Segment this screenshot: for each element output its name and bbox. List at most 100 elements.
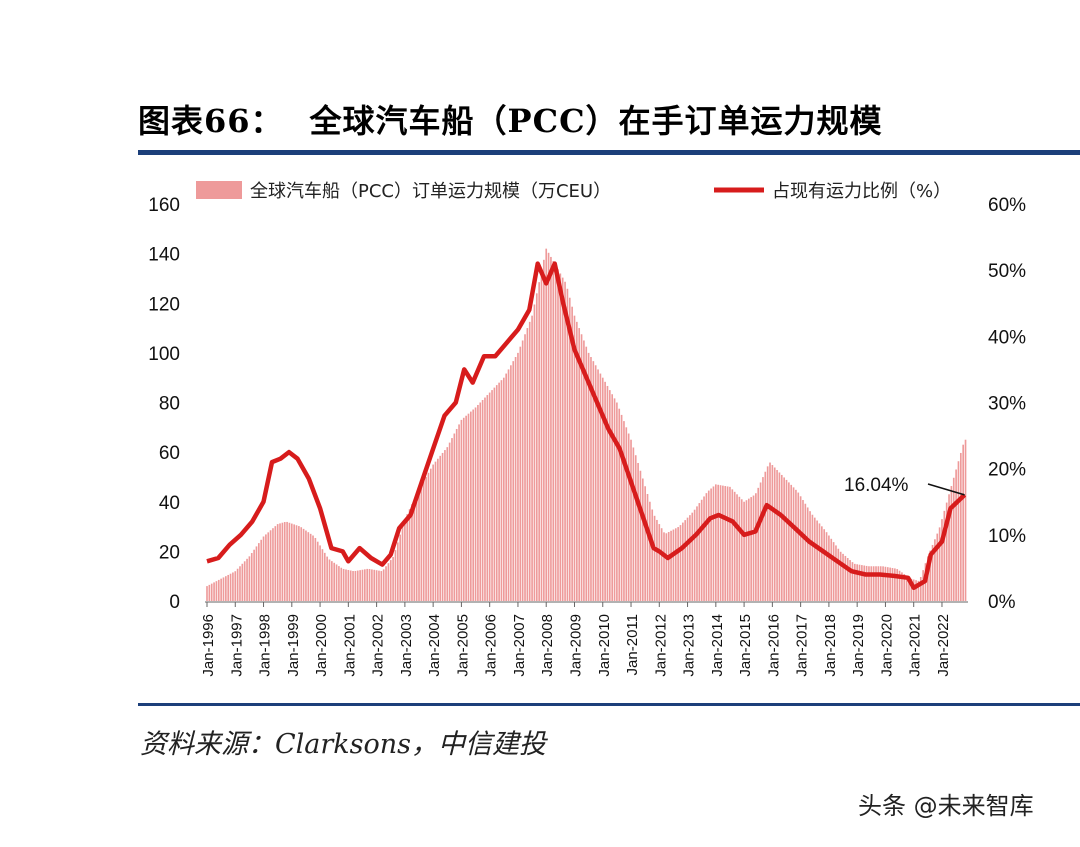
order-bar	[267, 532, 270, 601]
order-bar	[502, 377, 505, 601]
order-bar	[811, 514, 814, 601]
order-bar	[830, 538, 833, 601]
order-bar	[853, 563, 856, 601]
x-tick-label: Jan-2000	[313, 614, 330, 677]
order-bar	[206, 586, 208, 601]
order-bar	[757, 487, 760, 601]
order-bar	[663, 532, 665, 601]
order-bar	[396, 542, 399, 601]
order-bar	[312, 535, 314, 601]
order-bar	[884, 566, 887, 601]
order-bar	[484, 397, 486, 601]
order-bar	[804, 503, 807, 601]
order-bar	[750, 497, 752, 601]
order-bar	[964, 439, 967, 601]
y-right-tick-label: 60%	[988, 195, 1026, 216]
order-bar	[550, 256, 552, 601]
order-bar	[404, 519, 406, 601]
annotation-leader	[927, 483, 965, 496]
order-bar	[639, 470, 642, 601]
order-bar	[290, 523, 293, 601]
order-bar	[828, 535, 830, 601]
order-bar	[564, 281, 566, 601]
x-tick-label: Jan-2021	[907, 614, 924, 677]
order-bar	[375, 570, 378, 601]
x-tick-label: Jan-2014	[709, 614, 726, 677]
order-bar	[281, 522, 284, 601]
order-bar	[686, 517, 689, 601]
order-bar	[458, 424, 460, 601]
order-bar	[825, 532, 828, 601]
annotation-label: 16.04%	[844, 475, 909, 496]
annotation: 16.04%	[844, 475, 965, 496]
source-note: 资料来源：Clarksons，中信建投	[140, 729, 547, 760]
order-bar	[594, 365, 597, 601]
y-left-tick-label: 20	[159, 542, 180, 563]
x-tick-label: Jan-2015	[737, 614, 754, 677]
order-bar	[837, 548, 840, 601]
y-axis-left: 0 20 40 60 80 100 120 140 160	[148, 195, 180, 613]
order-bar	[816, 520, 818, 601]
order-bar	[453, 433, 456, 601]
order-bar	[378, 570, 380, 601]
order-bar	[368, 568, 371, 601]
order-bar	[528, 321, 531, 601]
order-bar	[929, 550, 932, 601]
legend: 全球汽车船（PCC）订单运力规模（万CEU） 占现有运力比例（%）	[196, 181, 951, 202]
order-bar	[950, 486, 953, 601]
y-right-tick-label: 20%	[988, 460, 1026, 481]
figure-title-text: 全球汽车船（PCC）在手订单运力规模	[309, 102, 883, 140]
order-bar	[868, 566, 870, 601]
order-bar	[649, 501, 651, 601]
order-bar	[818, 523, 821, 601]
order-bar	[441, 452, 444, 601]
order-bar	[411, 504, 413, 601]
order-bar	[481, 400, 484, 601]
order-bar	[382, 569, 385, 601]
order-bar	[302, 528, 305, 601]
order-bar	[420, 485, 423, 601]
order-bar	[839, 551, 842, 601]
order-bar	[755, 493, 757, 601]
order-bar	[217, 579, 220, 601]
order-bar	[707, 490, 710, 601]
order-bar	[321, 549, 324, 601]
order-bar	[349, 570, 352, 601]
order-bar	[797, 492, 800, 601]
order-bar	[955, 469, 957, 601]
order-bar	[703, 496, 705, 601]
order-bar	[429, 468, 432, 601]
order-bar	[698, 503, 701, 601]
order-bar	[359, 570, 361, 601]
order-bar	[342, 568, 345, 601]
order-bar	[623, 421, 625, 601]
order-bar	[934, 539, 936, 601]
order-bar	[345, 569, 347, 601]
order-bar	[912, 579, 915, 601]
order-bar	[844, 555, 847, 601]
order-bar	[879, 566, 882, 601]
order-bar	[566, 288, 569, 601]
order-bar	[246, 558, 248, 601]
order-bar	[272, 528, 274, 601]
order-bar	[286, 521, 288, 601]
order-bar	[437, 458, 439, 601]
order-bar	[606, 385, 609, 601]
y-right-tick-label: 50%	[988, 261, 1026, 282]
x-tick-label: Jan-2008	[539, 614, 556, 677]
order-bar	[213, 582, 215, 601]
order-bar	[239, 566, 241, 601]
order-bar	[901, 572, 903, 601]
y-left-tick-label: 40	[159, 493, 180, 514]
order-bar	[225, 576, 227, 601]
order-bar	[941, 519, 943, 601]
order-bar	[889, 567, 891, 601]
order-bar	[340, 567, 343, 601]
order-bar	[835, 545, 837, 601]
order-bar	[462, 417, 465, 601]
y-left-tick-label: 100	[148, 344, 180, 365]
x-tick-label: Jan-1996	[200, 614, 217, 677]
order-bar	[743, 501, 745, 601]
order-bar	[526, 328, 529, 601]
